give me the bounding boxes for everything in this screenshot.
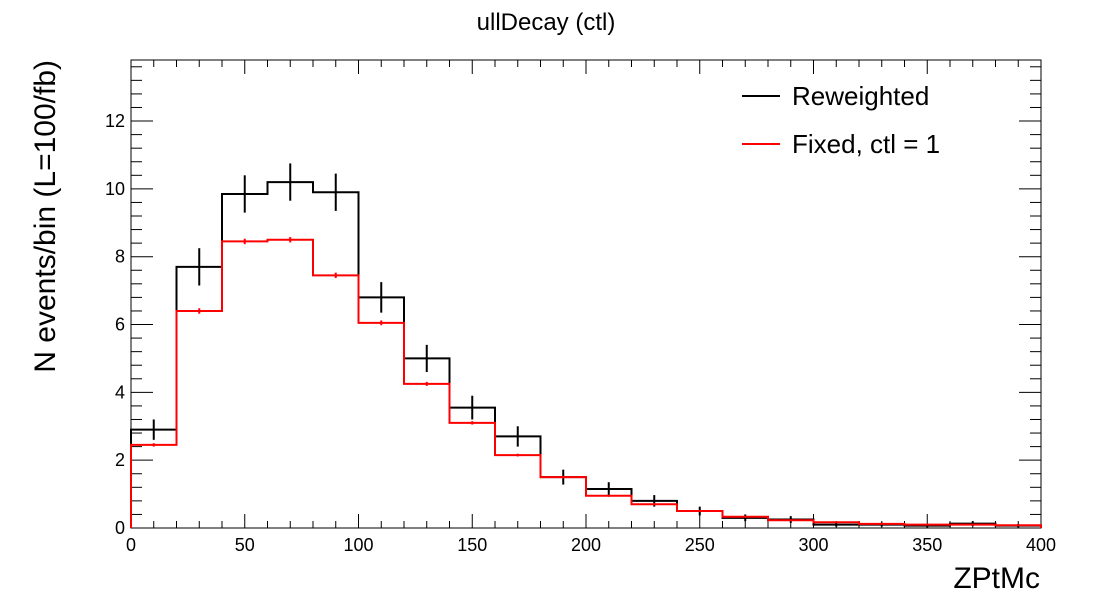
x-tick-label: 150 xyxy=(457,535,487,555)
x-tick-label: 200 xyxy=(571,535,601,555)
y-tick-label: 8 xyxy=(115,247,125,267)
y-tick-label: 10 xyxy=(105,179,125,199)
x-tick-label: 250 xyxy=(685,535,715,555)
y-tick-label: 12 xyxy=(105,111,125,131)
reweighted-histogram-line xyxy=(130,181,1042,528)
fixed-histogram-line xyxy=(130,238,1042,528)
x-tick-label: 100 xyxy=(343,535,373,555)
x-tick-label: 50 xyxy=(235,535,255,555)
y-axis-title: N events/bin (L=100/fb) xyxy=(29,60,62,373)
legend-label: Reweighted xyxy=(792,81,929,111)
legend-label: Fixed, ctl = 1 xyxy=(792,129,940,159)
y-tick-label: 6 xyxy=(115,315,125,335)
x-tick-label: 350 xyxy=(912,535,942,555)
y-tick-label: 4 xyxy=(115,382,125,402)
x-axis-title: ZPtMc xyxy=(953,562,1040,595)
chart-title: ullDecay (ctl) xyxy=(477,9,616,36)
y-tick-label: 2 xyxy=(115,450,125,470)
x-tick-label: 0 xyxy=(126,535,136,555)
x-tick-label: 400 xyxy=(1026,535,1056,555)
x-tick-label: 300 xyxy=(798,535,828,555)
y-tick-label: 0 xyxy=(115,518,125,538)
